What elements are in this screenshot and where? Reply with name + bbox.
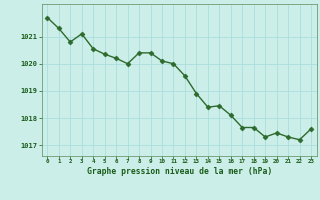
X-axis label: Graphe pression niveau de la mer (hPa): Graphe pression niveau de la mer (hPa) <box>87 167 272 176</box>
